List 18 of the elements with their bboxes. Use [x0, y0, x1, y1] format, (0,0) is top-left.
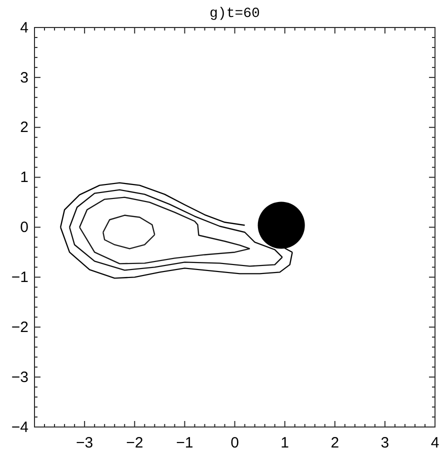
x-tick-label: 2	[330, 434, 340, 452]
y-tick-label: −1	[11, 268, 28, 286]
y-tick-label: −4	[11, 418, 28, 436]
x-tick-label: 1	[280, 434, 289, 452]
y-tick-label: −2	[11, 318, 28, 336]
chart-title: g)t=60	[210, 6, 260, 22]
y-tick-label: 2	[20, 119, 28, 136]
x-tick-label: 4	[430, 434, 440, 452]
x-tick-label: −2	[126, 434, 144, 452]
y-tick-label: 0	[20, 219, 28, 236]
y-tick-label: 3	[20, 69, 28, 86]
x-tick-label: 3	[380, 434, 390, 452]
x-tick-label: −3	[76, 434, 94, 452]
x-tick-label: 0	[230, 434, 239, 452]
y-tick-label: −3	[11, 368, 28, 386]
y-tick-label: 1	[20, 169, 28, 186]
y-tick-label: 4	[20, 19, 28, 36]
x-tick-label: −1	[176, 434, 194, 452]
